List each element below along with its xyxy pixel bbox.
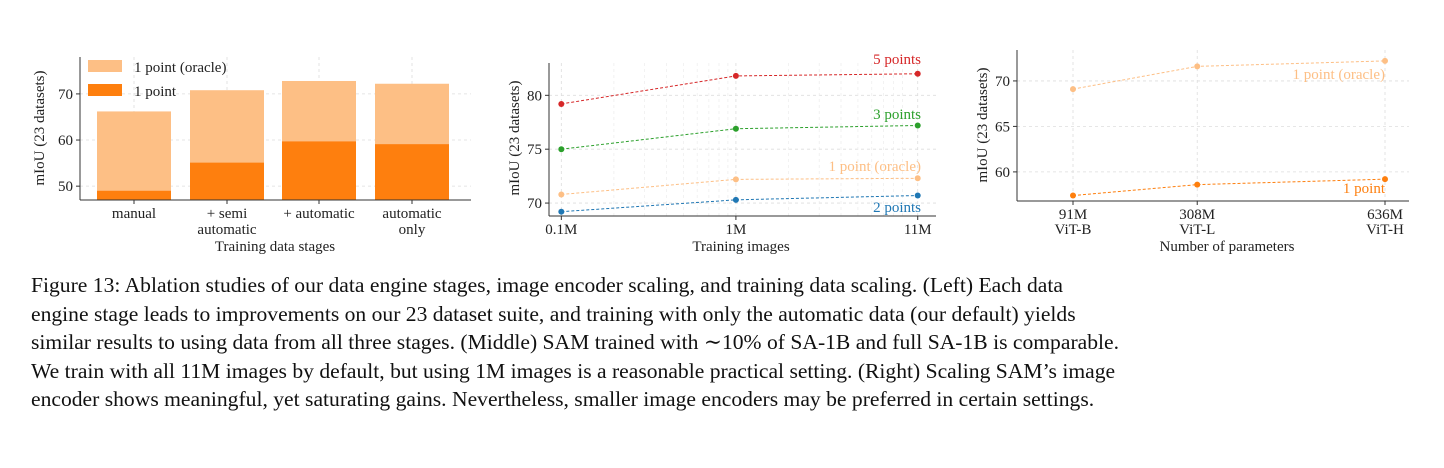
series-label: 1 point (oracle) <box>1293 67 1385 83</box>
caption-line: We train with all 11M images by default,… <box>31 358 1116 383</box>
data-point <box>914 192 921 199</box>
data-point <box>558 191 565 198</box>
data-point <box>732 176 739 183</box>
x-tick-label: automatic <box>197 222 256 238</box>
y-tick-label: 50 <box>58 179 73 195</box>
legend-label: 1 point (oracle) <box>134 60 226 76</box>
bar <box>97 190 171 200</box>
data-point <box>1070 192 1076 199</box>
x-tick-label: only <box>399 222 426 238</box>
x-tick-label: 0.1M <box>545 222 577 238</box>
y-tick-label: 65 <box>995 119 1010 135</box>
x-tick-label: + semi <box>207 206 248 222</box>
x-tick-label: ViT-L <box>1179 222 1215 238</box>
data-point <box>732 72 739 79</box>
data-point <box>558 146 565 153</box>
legend-label: 1 point <box>134 84 177 100</box>
data-point <box>914 70 921 77</box>
data-point <box>732 125 739 132</box>
series-line <box>561 195 918 213</box>
legend-swatch <box>88 84 122 96</box>
x-tick-label: 308M <box>1179 207 1215 223</box>
x-axis-title: Number of parameters <box>1160 239 1295 255</box>
x-tick-label: 1M <box>725 222 746 238</box>
series-line <box>561 73 918 105</box>
y-axis-title: mIoU (23 datasets) <box>507 81 523 196</box>
data-point <box>1194 181 1201 188</box>
y-tick-label: 70 <box>527 196 542 212</box>
legend-swatch <box>88 60 122 72</box>
series-line <box>561 177 918 195</box>
series-label: 3 points <box>873 107 921 123</box>
data-point <box>914 122 921 129</box>
bar <box>190 162 264 200</box>
caption-line: encoder shows meaningful, yet saturating… <box>31 387 1095 412</box>
series-line <box>561 124 918 150</box>
x-axis-title: Training images <box>692 239 790 255</box>
y-axis-title: mIoU (23 datasets) <box>32 71 48 186</box>
bar <box>375 144 449 200</box>
figure-caption: Figure 13: Ablation studies of our data … <box>31 271 1414 414</box>
series-label: 1 point (oracle) <box>829 159 921 175</box>
y-tick-label: 80 <box>527 88 542 104</box>
caption-line: Figure 13: Ablation studies of our data … <box>31 273 1063 297</box>
data-point <box>1382 57 1388 64</box>
x-axis-title: Training data stages <box>215 239 335 255</box>
y-axis-title: mIoU (23 datasets) <box>975 68 991 183</box>
y-tick-label: 60 <box>995 165 1010 181</box>
series-label: 2 points <box>873 200 921 216</box>
data-point <box>732 196 739 203</box>
series-line <box>1072 178 1386 197</box>
x-tick-label: + automatic <box>283 206 355 222</box>
data-point <box>1194 63 1201 70</box>
x-tick-label: 91M <box>1059 207 1087 223</box>
x-tick-label: manual <box>112 206 156 222</box>
x-tick-label: ViT-B <box>1055 222 1092 238</box>
bar <box>282 141 356 200</box>
bar <box>97 111 171 200</box>
x-tick-label: ViT-H <box>1366 222 1404 238</box>
y-tick-label: 70 <box>995 74 1010 90</box>
data-point <box>914 175 921 182</box>
caption-line: engine stage leads to improvements on ou… <box>31 301 1076 326</box>
data-point <box>1382 176 1388 183</box>
x-tick-label: 636M <box>1367 207 1403 223</box>
series-label: 5 points <box>873 52 921 68</box>
y-tick-label: 60 <box>58 133 73 149</box>
y-tick-label: 75 <box>527 142 542 158</box>
data-point <box>558 208 565 215</box>
x-tick-label: 11M <box>904 222 932 238</box>
x-tick-label: automatic <box>382 206 441 222</box>
data-point <box>558 100 565 107</box>
data-point <box>1070 86 1076 93</box>
series-label: 1 point <box>1343 181 1386 197</box>
y-tick-label: 70 <box>58 87 73 103</box>
caption-line: similar results to using data from all t… <box>31 330 1119 355</box>
